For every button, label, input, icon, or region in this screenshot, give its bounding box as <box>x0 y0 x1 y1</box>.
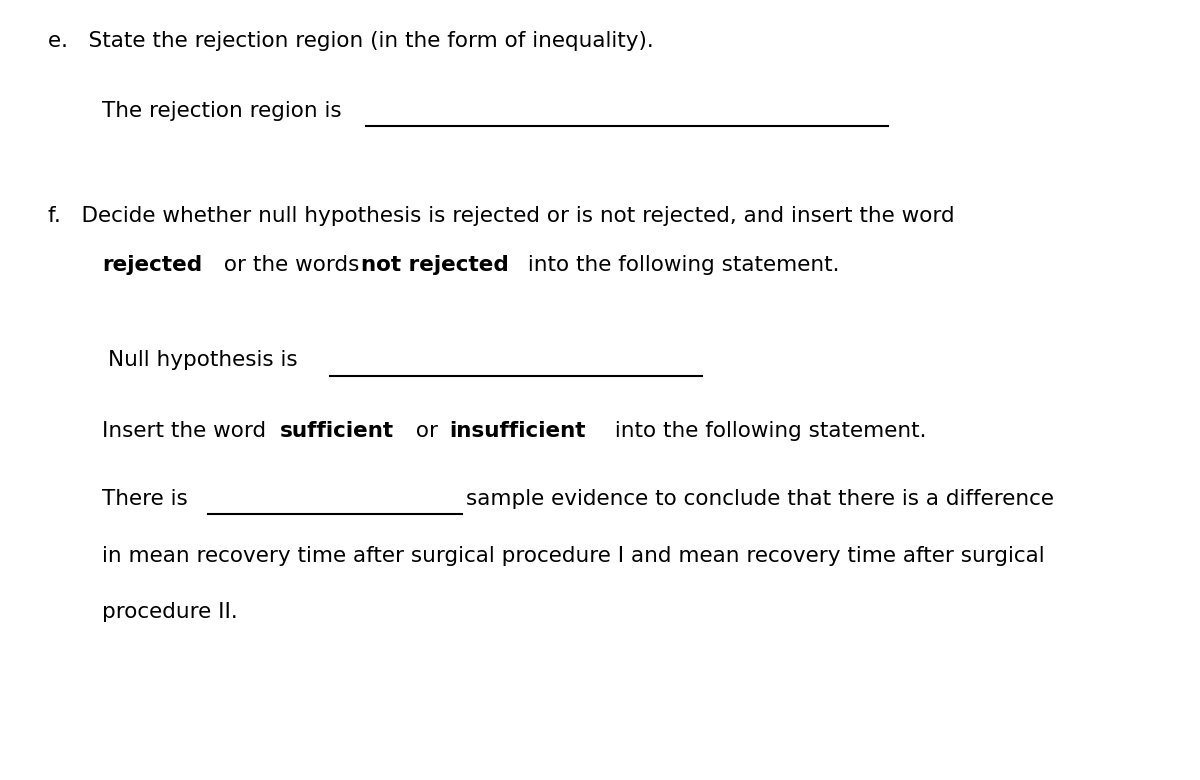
Text: sufficient: sufficient <box>280 420 394 441</box>
Text: rejected: rejected <box>102 254 202 275</box>
Text: e.   State the rejection region (in the form of inequality).: e. State the rejection region (in the fo… <box>48 30 654 51</box>
Text: Insert the word: Insert the word <box>102 420 274 441</box>
Text: or the words: or the words <box>217 254 366 275</box>
Text: insufficient: insufficient <box>449 420 586 441</box>
Text: into the following statement.: into the following statement. <box>521 254 839 275</box>
Text: The rejection region is: The rejection region is <box>102 101 348 121</box>
Text: in mean recovery time after surgical procedure I and mean recovery time after su: in mean recovery time after surgical pro… <box>102 545 1045 565</box>
Text: procedure II.: procedure II. <box>102 602 238 622</box>
Text: into the following statement.: into the following statement. <box>608 420 926 441</box>
Text: sample evidence to conclude that there is a difference: sample evidence to conclude that there i… <box>466 488 1054 509</box>
Text: Null hypothesis is: Null hypothesis is <box>108 350 298 370</box>
Text: There is: There is <box>102 488 194 509</box>
Text: or: or <box>409 420 445 441</box>
Text: not rejected: not rejected <box>361 254 509 275</box>
Text: f.   Decide whether null hypothesis is rejected or is not rejected, and insert t: f. Decide whether null hypothesis is rej… <box>48 206 955 226</box>
